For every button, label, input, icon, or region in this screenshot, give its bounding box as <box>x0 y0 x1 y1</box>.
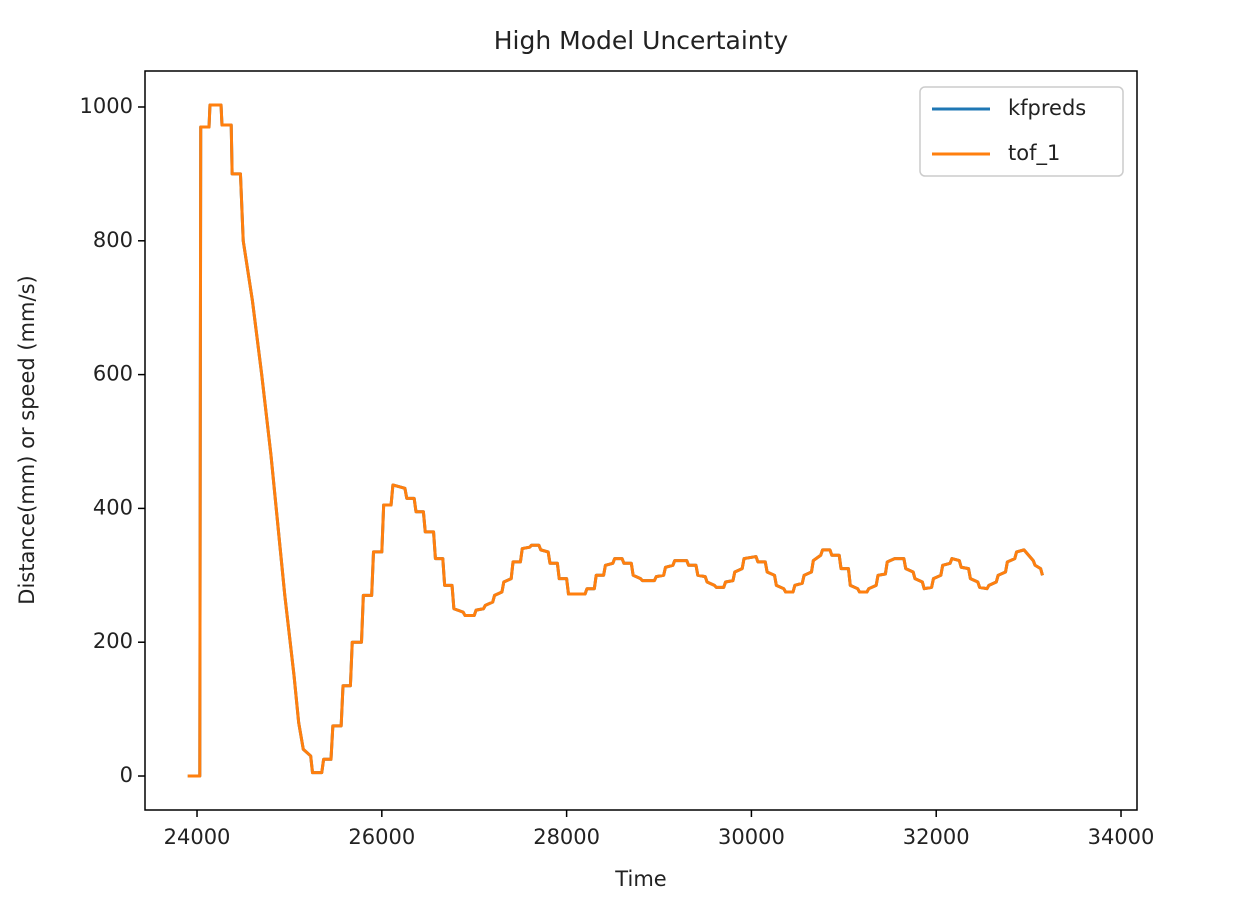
x-tick-label: 28000 <box>533 825 600 849</box>
y-axis-label: Distance(mm) or speed (mm/s) <box>15 275 39 604</box>
x-tick-label: 24000 <box>164 825 231 849</box>
x-tick-label: 26000 <box>348 825 415 849</box>
x-axis-label: Time <box>614 867 666 891</box>
y-tick-label: 0 <box>120 763 133 787</box>
x-tick-label: 32000 <box>903 825 970 849</box>
plot-frame <box>144 70 1138 811</box>
y-tick-label: 200 <box>93 629 133 653</box>
y-tick-label: 600 <box>93 362 133 386</box>
data-line <box>187 103 1044 778</box>
data-line <box>187 103 1044 778</box>
x-tick-label: 34000 <box>1088 825 1155 849</box>
y-tick-label: 1000 <box>80 94 133 118</box>
y-tick-label: 800 <box>93 228 133 252</box>
chart-title: High Model Uncertainty <box>494 26 789 55</box>
x-tick-label: 30000 <box>718 825 785 849</box>
legend-label: tof_1 <box>1008 141 1060 166</box>
y-tick-label: 400 <box>93 495 133 519</box>
legend-label: kfpreds <box>1008 96 1086 120</box>
